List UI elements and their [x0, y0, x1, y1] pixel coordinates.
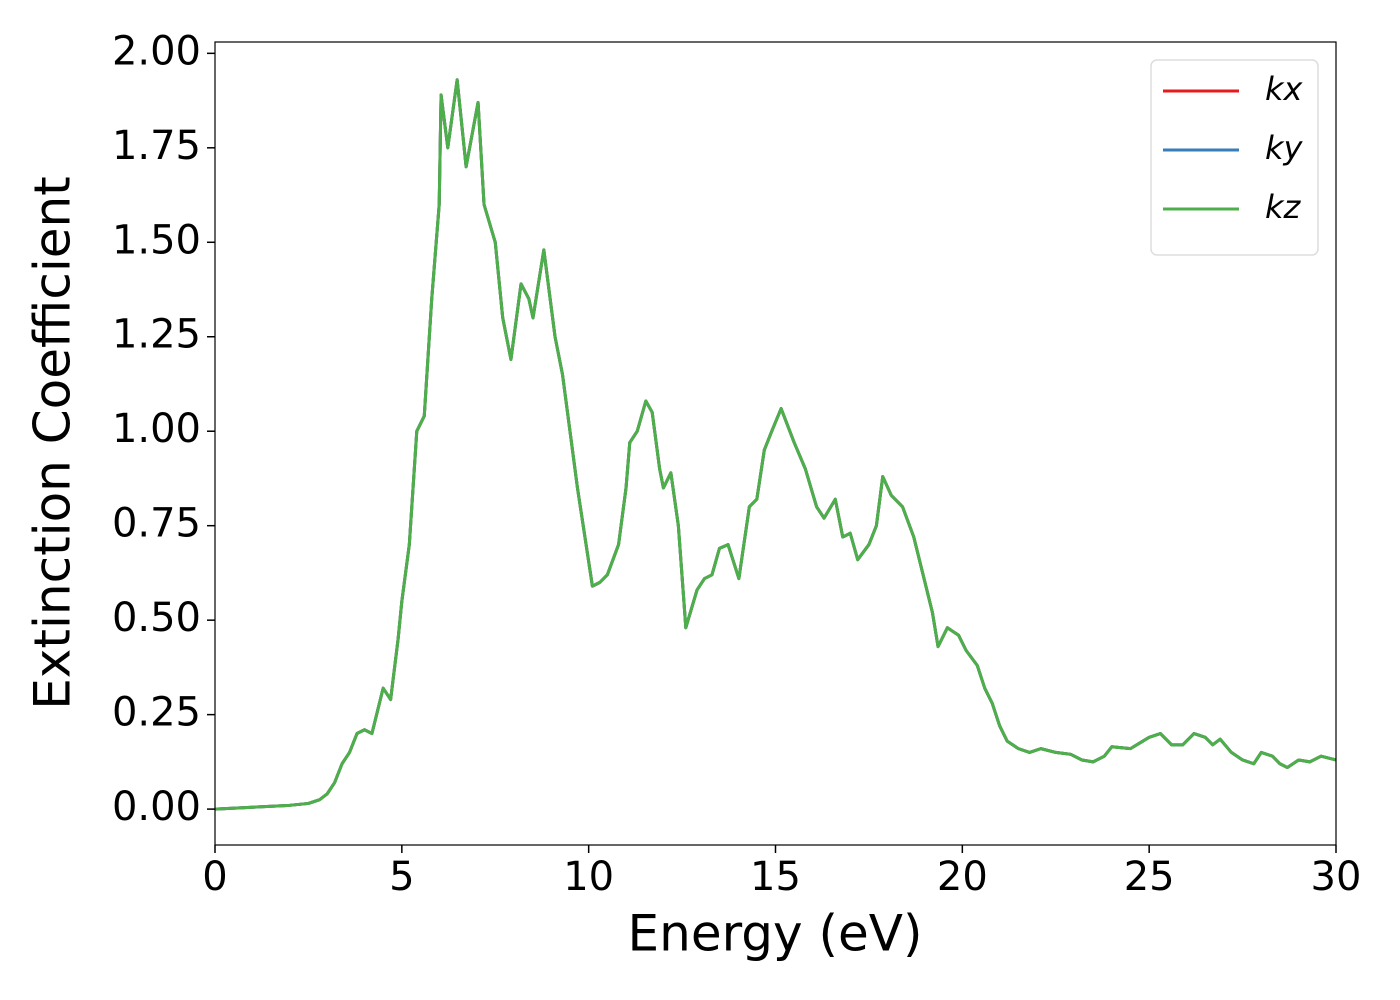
legend-label: kx: [1265, 70, 1304, 108]
y-tick-label: 2.00: [112, 28, 201, 74]
y-tick-label: 1.75: [112, 123, 201, 169]
y-tick-label: 1.25: [112, 312, 201, 358]
y-tick-label: 0.25: [112, 690, 201, 736]
legend-label: ky: [1265, 129, 1304, 167]
y-tick-label: 0.00: [112, 784, 201, 830]
x-tick-label: 20: [937, 854, 988, 900]
data-line: [214, 78, 1337, 811]
y-tick-label: 1.00: [112, 406, 201, 452]
y-tick-label: 1.50: [112, 217, 201, 263]
x-tick-label: 25: [1124, 854, 1175, 900]
y-tick-label: 0.50: [112, 595, 201, 641]
x-tick-label: 30: [1311, 854, 1362, 900]
x-tick-label: 0: [202, 854, 227, 900]
y-axis-label: Extinction Coefficient: [24, 176, 82, 710]
x-axis-label: Energy (eV): [628, 905, 923, 963]
x-tick-label: 5: [389, 854, 414, 900]
x-tick-label: 10: [563, 854, 614, 900]
x-tick-label: 15: [750, 854, 801, 900]
plot-frame: [214, 41, 1337, 846]
legend-box: [1150, 59, 1319, 256]
y-tick-label: 0.75: [112, 501, 201, 547]
legend-label: kz: [1265, 188, 1302, 226]
